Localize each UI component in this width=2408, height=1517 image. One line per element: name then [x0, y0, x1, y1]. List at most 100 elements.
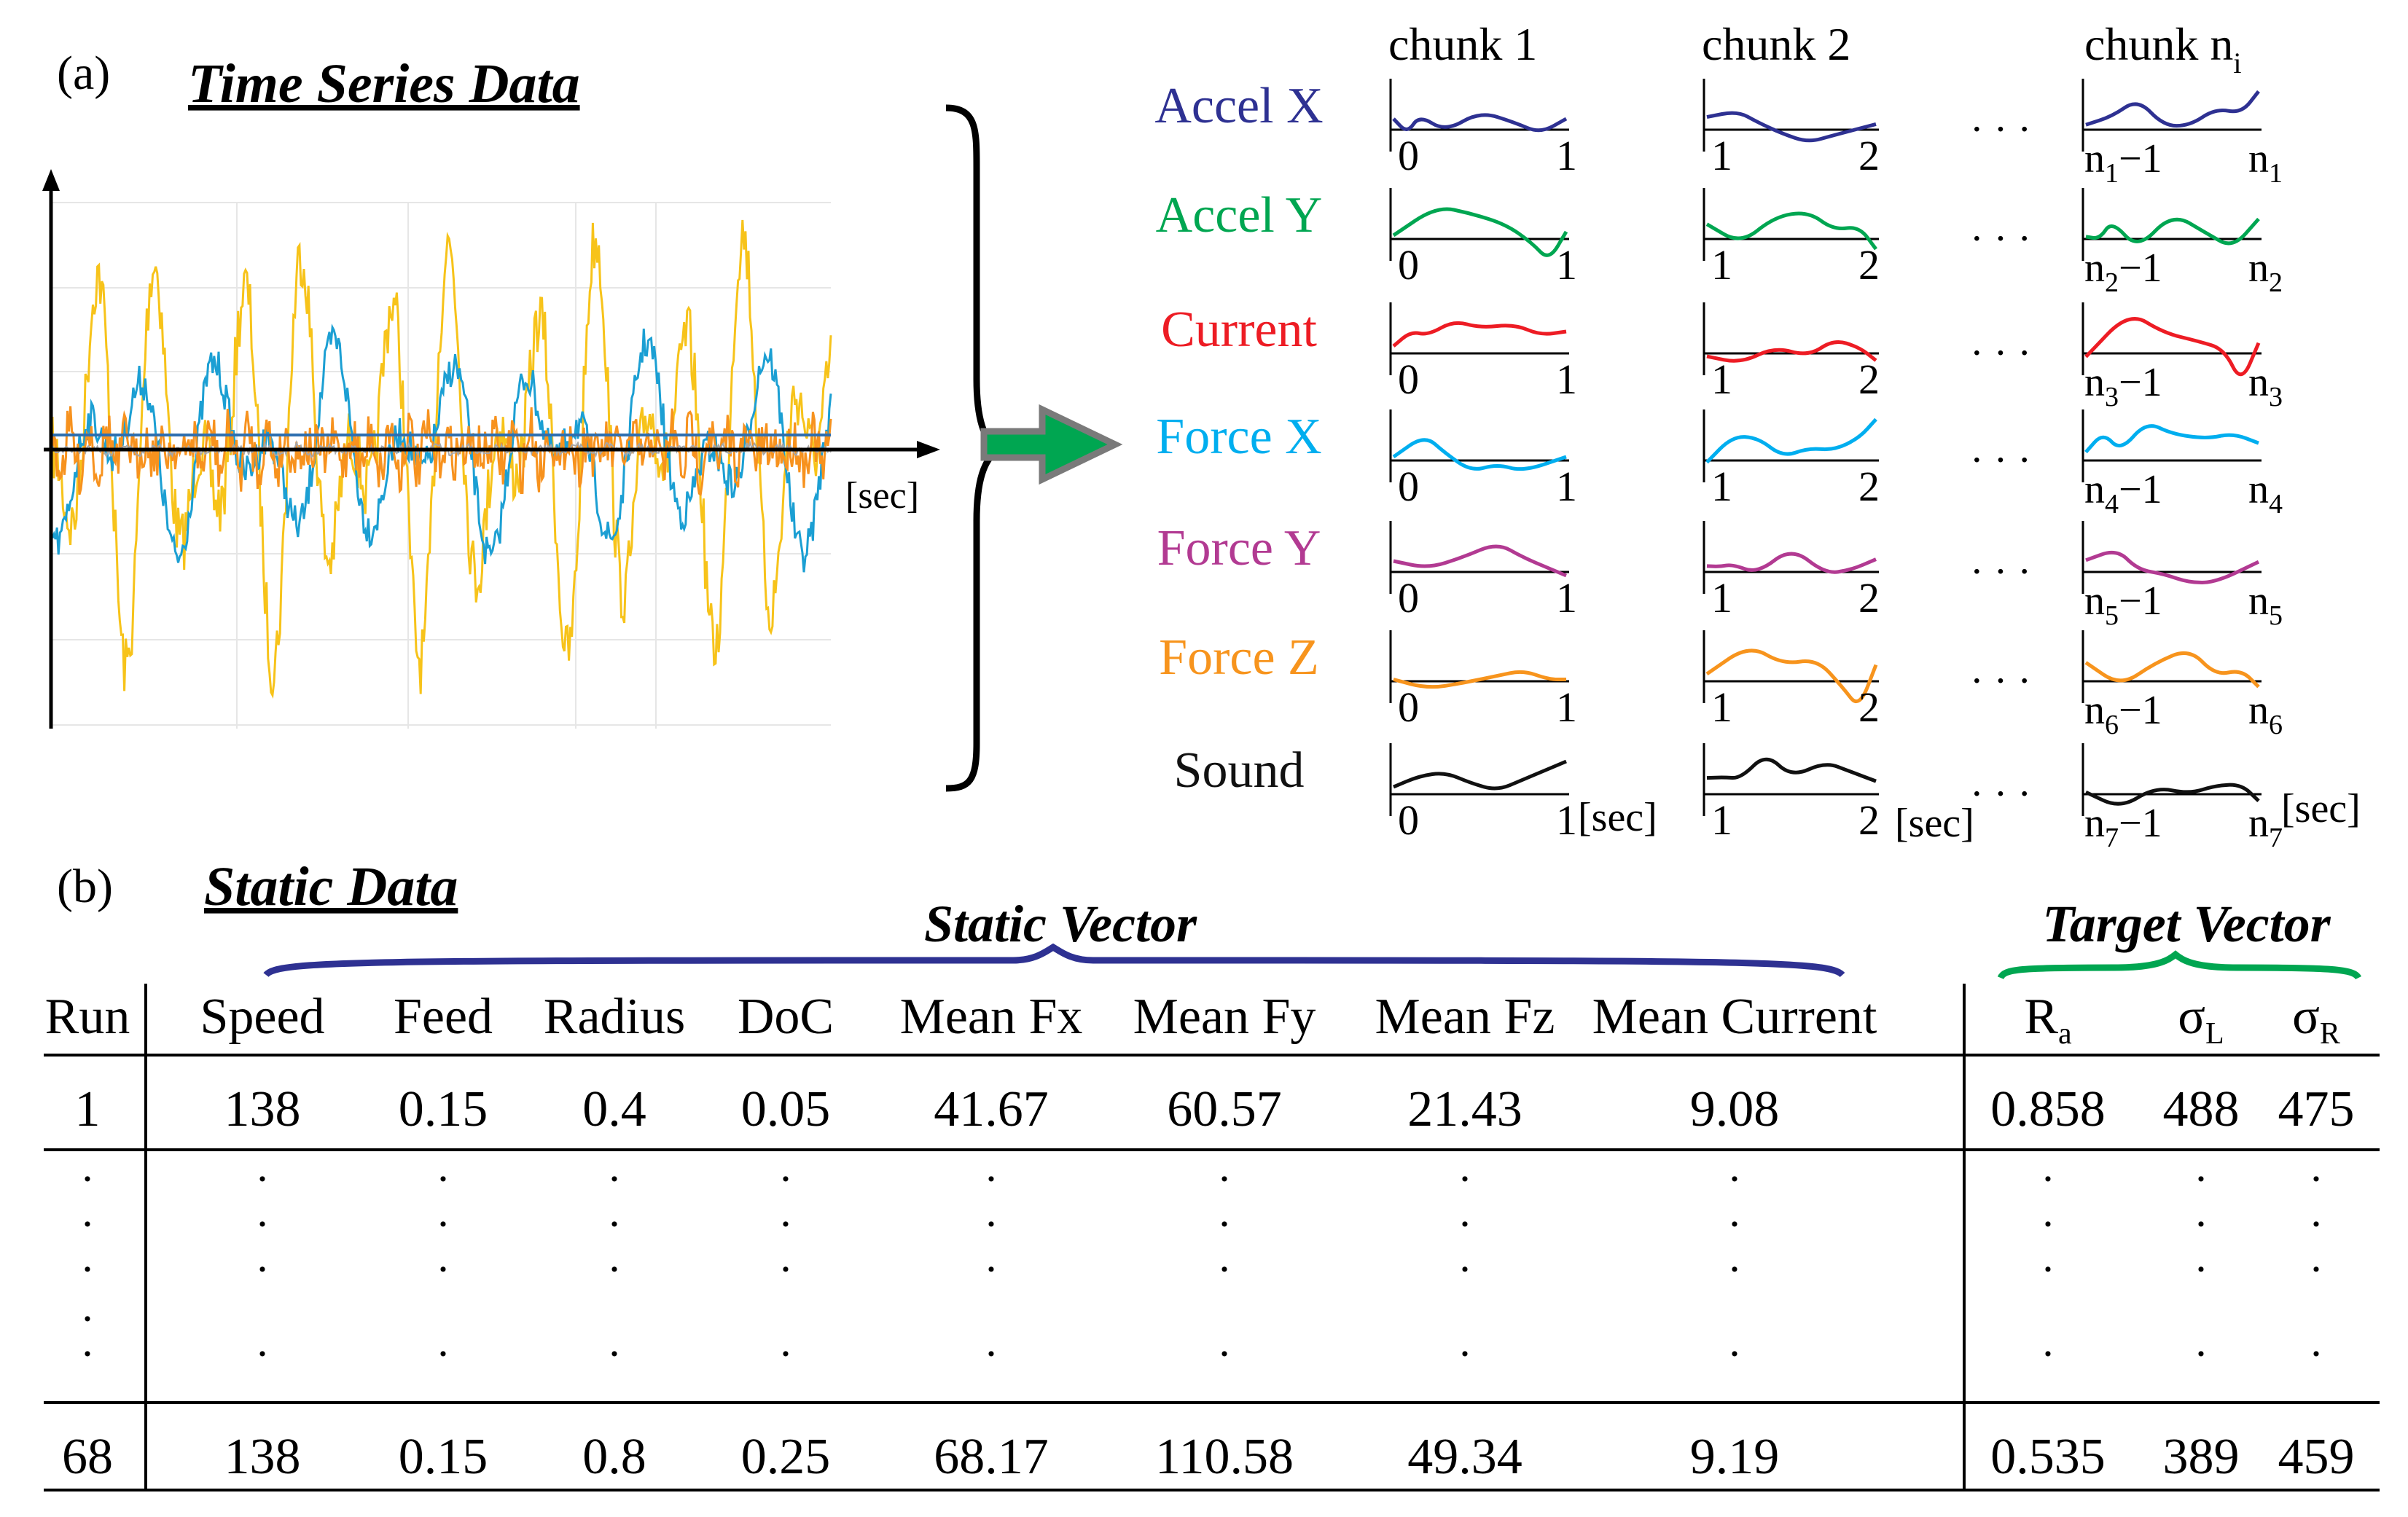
ellipsis-dot: ·: [2041, 1245, 2055, 1293]
ellipsis-dot: ·: [607, 1245, 622, 1293]
ellipsis-dot: ·: [984, 1330, 998, 1378]
ellipsis-dot: ·: [1458, 1155, 1472, 1203]
chunk-tick-end: 2: [1858, 463, 1880, 510]
static-data-table: Run Speed Feed Radius DoC Mean Fx Mean Fy Mean …: [45, 989, 2355, 1485]
ellipsis-dot: ·: [1217, 1200, 1232, 1248]
chunk-signal-line: [1393, 544, 1567, 578]
ellipsis-dot: ·: [255, 1330, 270, 1378]
x-axis-unit: [sec]: [845, 475, 919, 517]
signal-name: Current: [1161, 302, 1317, 358]
chunk-tick-start: n4−1: [2084, 467, 2162, 520]
chunk-tick-end: n4: [2248, 467, 2283, 520]
chunk-signal-line: [2084, 317, 2261, 377]
chunk-signal-line: [1705, 648, 1878, 703]
table-cell: 21.43: [1407, 1081, 1522, 1137]
chunk-signal-line: [1705, 418, 1877, 464]
chunk-ellipsis: · · ·: [1970, 438, 2031, 483]
chunk-tick-start: 0: [1398, 683, 1419, 731]
chunk-plot: n3−1 n3: [2081, 302, 2283, 412]
table-row: 1 138 0.15 0.4 0.05 41.67 60.57 21.43 9.08 0.858 4…: [75, 1081, 2355, 1137]
ellipsis-dot: ·: [2194, 1245, 2208, 1293]
column-header: Radius: [544, 989, 685, 1045]
ellipsis-dot: ·: [1217, 1245, 1232, 1293]
y-axis-arrow-icon: [42, 169, 60, 191]
table-cell: 1: [75, 1081, 101, 1137]
ellipsis-dot: ·: [2309, 1245, 2323, 1293]
column-header: Mean Fy: [1133, 989, 1316, 1045]
signal-name: Accel Y: [1156, 187, 1323, 243]
panel-a-title: Time Series Data: [188, 53, 580, 114]
table-cell: 49.34: [1407, 1429, 1522, 1485]
chunk-tick-end: 1: [1556, 132, 1577, 179]
column-header: DoC: [738, 989, 834, 1045]
chunk-tick-start: 0: [1398, 356, 1419, 403]
chunk-tick-start: n6−1: [2084, 688, 2162, 740]
chunk-tick-end: n5: [2248, 579, 2283, 631]
signal-name: Accel X: [1154, 78, 1323, 134]
chunk-signal-line: [1706, 552, 1877, 574]
ellipsis-dot: ·: [1727, 1155, 1742, 1203]
chunk-signal-line: [1706, 757, 1877, 783]
ellipsis-dot: ·: [1458, 1330, 1472, 1378]
ellipsis-dot: ·: [2194, 1330, 2208, 1378]
table-cell: 475: [2278, 1081, 2355, 1137]
ellipsis-dot: ·: [778, 1245, 793, 1293]
chunk-tick-end: 2: [1858, 796, 1880, 844]
chunk-header-1: chunk 1: [1388, 18, 1537, 70]
chunk-tick-start: 1: [1711, 683, 1732, 731]
x-axis-arrow-icon: [917, 441, 940, 458]
chunk-header-n: chunk ni: [2084, 18, 2242, 79]
target-vector-label: Target Vector: [2042, 895, 2331, 953]
ellipsis-dot: ·: [80, 1330, 95, 1378]
ellipsis-dot: ·: [1217, 1155, 1232, 1203]
ellipsis-dot: ·: [80, 1245, 95, 1293]
column-header: σR: [2292, 989, 2340, 1051]
table-cell: 41.67: [934, 1081, 1049, 1137]
chunk-signal-line: [2085, 217, 2260, 246]
table-cell: 110.58: [1155, 1429, 1294, 1485]
table-cell: 0.535: [1990, 1429, 2106, 1485]
ellipsis-dot: ·: [436, 1200, 450, 1248]
ellipsis-dot: ·: [1458, 1245, 1472, 1293]
chunk-tick-end: 2: [1858, 241, 1880, 289]
ellipsis-dot: ·: [2309, 1155, 2323, 1203]
chunk-signal-line: [2084, 783, 2260, 806]
ellipsis-dot: ·: [607, 1330, 622, 1378]
chunk-tick-end: n3: [2248, 360, 2283, 412]
column-header: Speed: [200, 989, 324, 1045]
signal-name: Force Y: [1157, 520, 1321, 576]
column-header: Mean Fz: [1375, 989, 1555, 1045]
signal-row: Accel Y0 1 1 2 n2−1 n2· · ·: [1156, 187, 2283, 298]
chunk-ellipsis: · · ·: [1970, 772, 2031, 817]
column-header: Feed: [394, 989, 493, 1045]
ellipsis-dot: ·: [1727, 1245, 1742, 1293]
table-cell: 459: [2278, 1429, 2355, 1485]
table-row: 68 138 0.15 0.8 0.25 68.17 110.58 49.34 9.19 0.53…: [62, 1429, 2355, 1485]
chunk-tick-start: 1: [1711, 241, 1732, 289]
table-cell: 0.05: [741, 1081, 831, 1137]
chunk-tick-start: 1: [1711, 796, 1732, 844]
chunk-ellipsis: · · ·: [1970, 107, 2031, 152]
chunk-tick-end: 1: [1556, 574, 1577, 622]
chunk-tick-start: n7−1: [2084, 801, 2162, 853]
chunk-tick-end: n7: [2248, 801, 2283, 853]
signal-rows: Accel X0 1 1 2 n1−1 n1· · ·Accel Y0 1 1 2 n2−1 n2·…: [1154, 78, 2360, 853]
chunk-tick-start: 0: [1398, 241, 1419, 289]
chunk-unit-label: [sec]: [1578, 795, 1657, 840]
table-cell: 0.15: [399, 1429, 488, 1485]
table-cell: 60.57: [1167, 1081, 1282, 1137]
chunk-tick-start: n1−1: [2084, 136, 2162, 189]
chunk-tick-end: n6: [2248, 688, 2283, 740]
chunk-signal-line: [1705, 211, 1878, 251]
chunk-tick-end: 2: [1858, 132, 1880, 179]
chunk-signal-line: [1392, 113, 1568, 133]
column-header: Mean Fx: [900, 989, 1083, 1045]
